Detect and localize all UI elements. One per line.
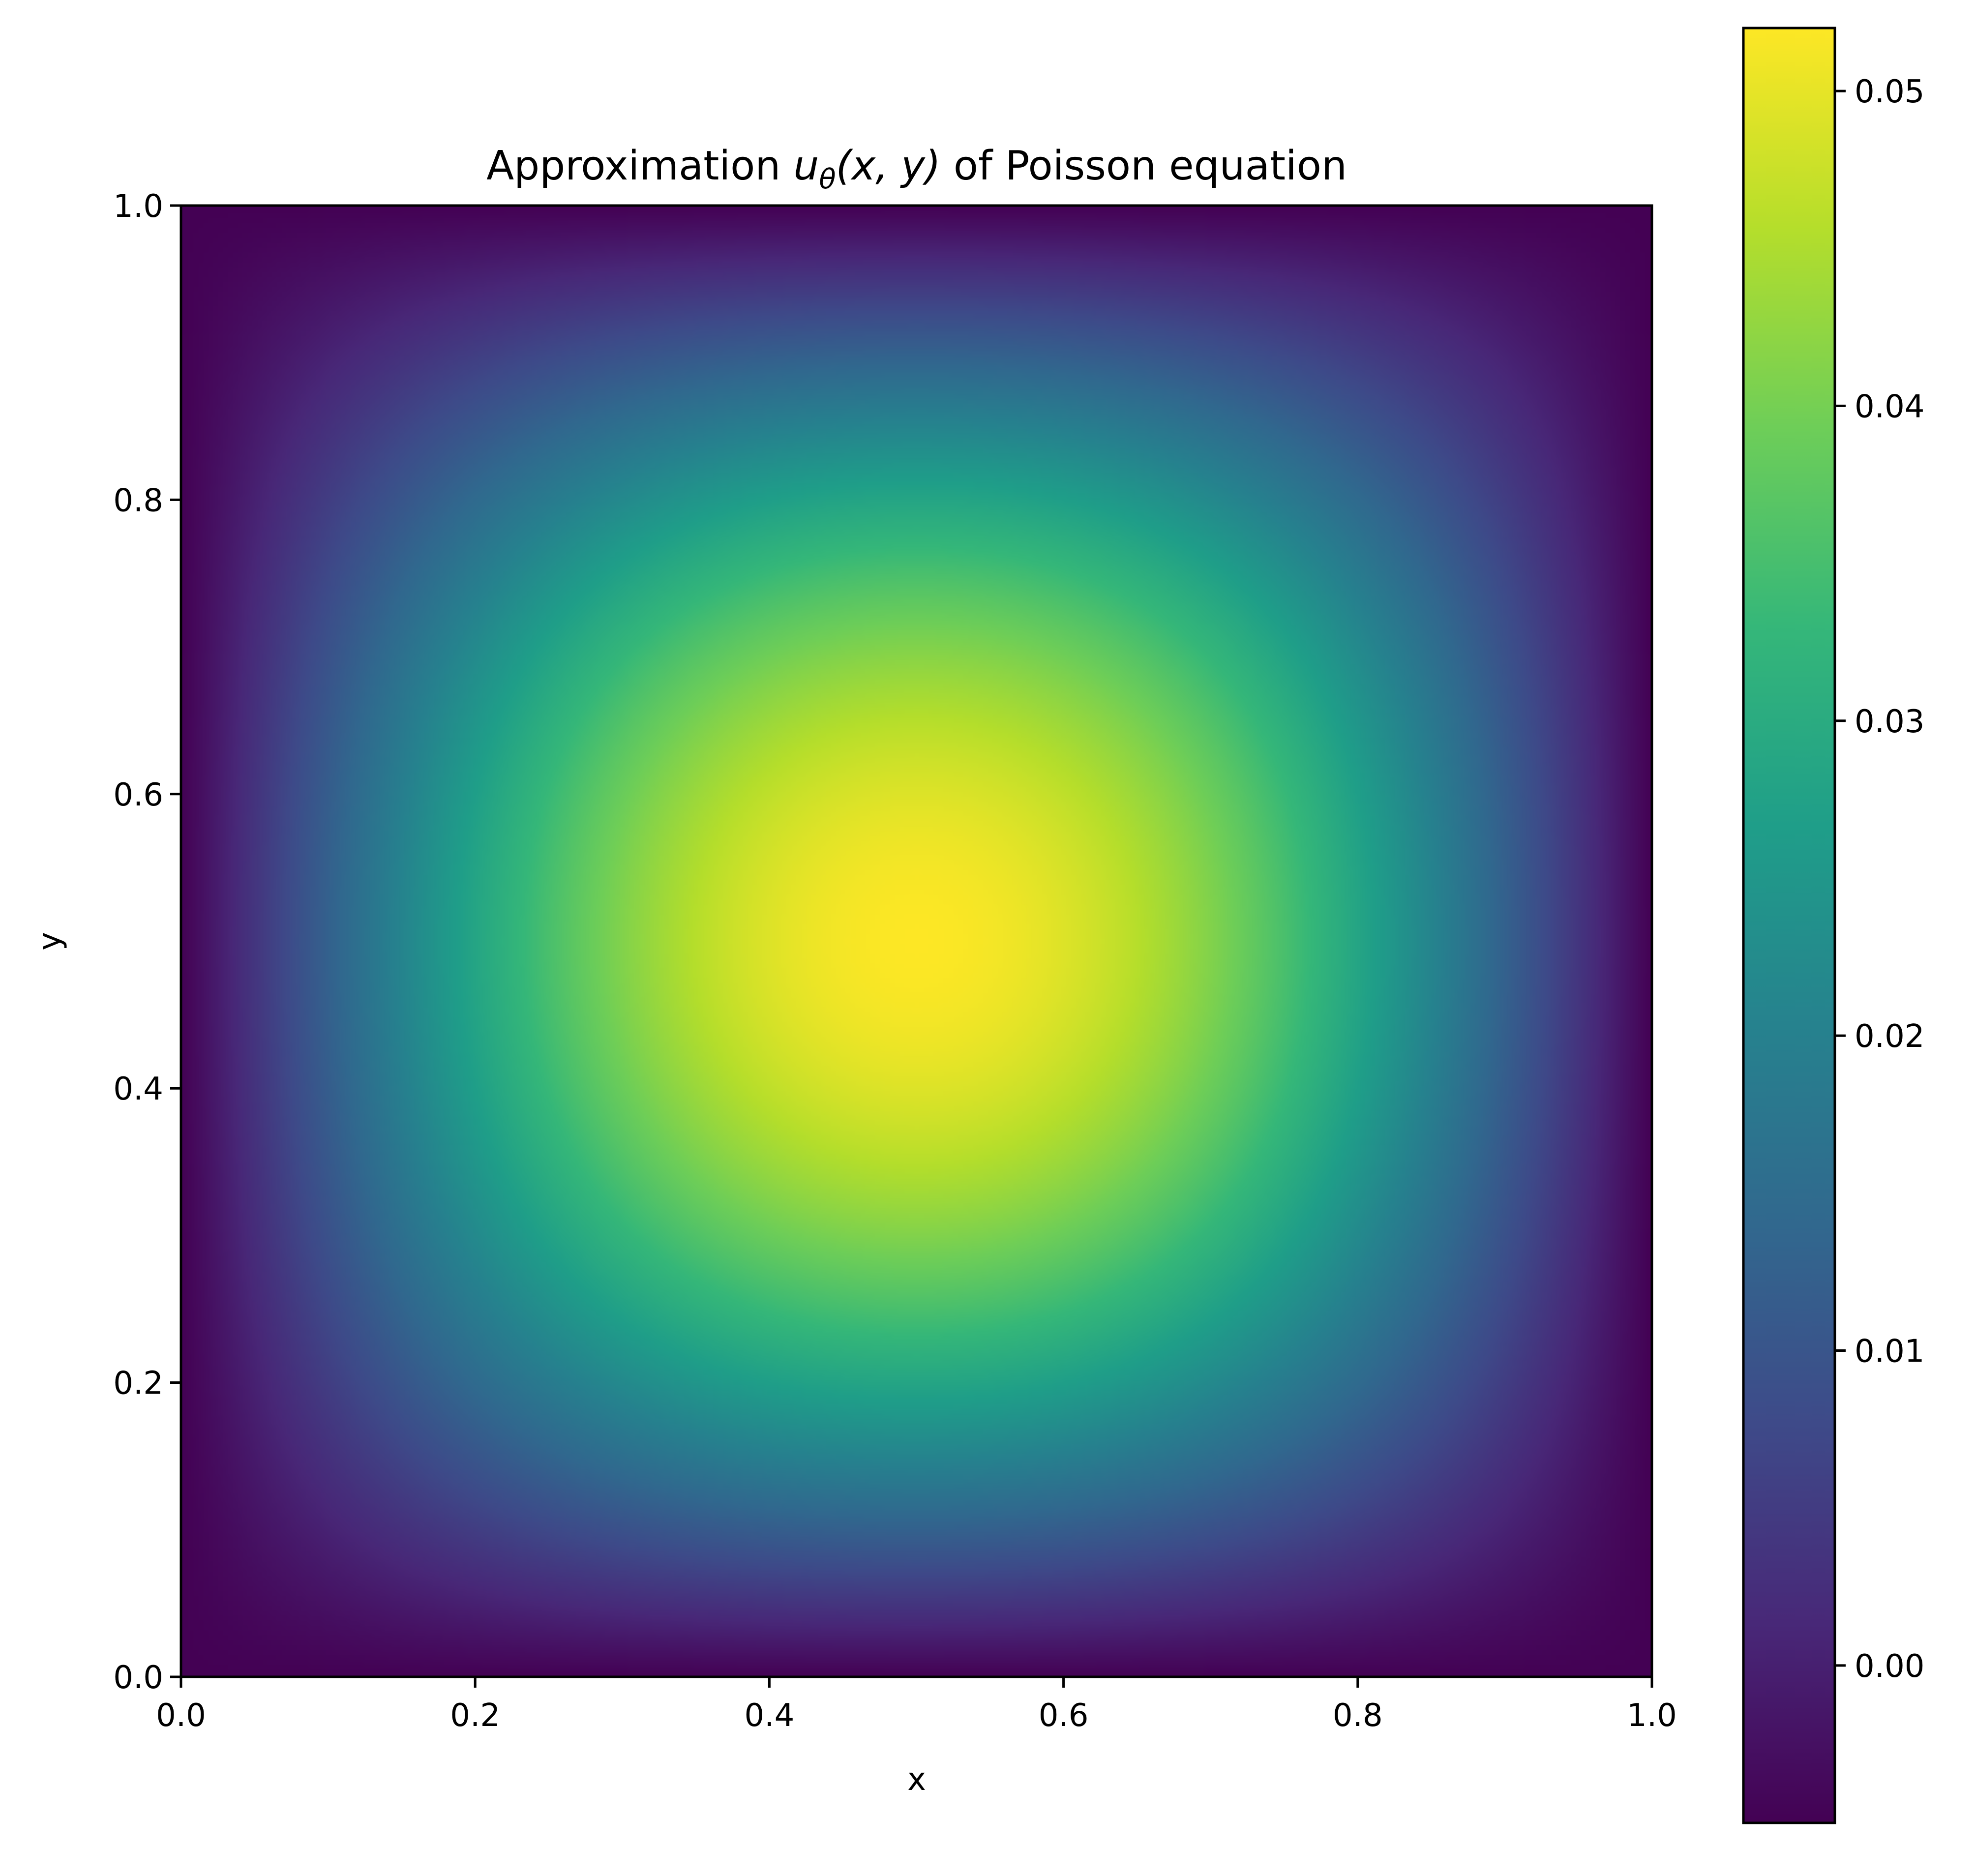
y-tick-label: 0.4: [113, 1071, 163, 1107]
x-axis-label: x: [907, 1761, 926, 1798]
chart-title: Approximation uθ(x, y) of Poisson equati…: [486, 143, 1347, 195]
colorbar-tick-label: 0.04: [1855, 388, 1925, 425]
heatmap-image: [181, 206, 1652, 1677]
colorbar-tick-label: 0.01: [1855, 1333, 1925, 1370]
x-tick-label: 0.6: [1039, 1697, 1089, 1734]
y-tick-label: 1.0: [113, 188, 163, 225]
y-tick-label: 0.0: [113, 1660, 163, 1696]
colorbar-tick-label: 0.05: [1855, 74, 1925, 110]
plot-frame: [180, 204, 1653, 1678]
x-axis: 0.0 0.2 0.4 0.6 0.8 1.0: [156, 1677, 1677, 1734]
colorbar-tick-label: 0.00: [1855, 1648, 1925, 1685]
colorbar-frame: [1742, 27, 1836, 1824]
y-axis-label: y: [31, 932, 68, 951]
y-tick-label: 0.8: [113, 482, 163, 519]
colorbar-axis: 0.00 0.01 0.02 0.03 0.04 0.05: [1835, 74, 1925, 1685]
x-tick-label: 0.8: [1333, 1697, 1383, 1734]
colorbar-tick-label: 0.02: [1855, 1018, 1925, 1055]
colorbar-tick-label: 0.03: [1855, 704, 1925, 740]
heatmap-container: [181, 206, 1652, 1677]
y-tick-label: 0.2: [113, 1366, 163, 1402]
x-tick-label: 0.2: [450, 1697, 500, 1734]
y-tick-label: 0.6: [113, 777, 163, 813]
y-axis: 0.0 0.2 0.4 0.6 0.8 1.0: [113, 188, 181, 1696]
x-tick-label: 1.0: [1627, 1697, 1677, 1734]
x-tick-label: 0.0: [156, 1697, 206, 1734]
x-tick-label: 0.4: [745, 1697, 795, 1734]
colorbar: [1743, 28, 1835, 1823]
